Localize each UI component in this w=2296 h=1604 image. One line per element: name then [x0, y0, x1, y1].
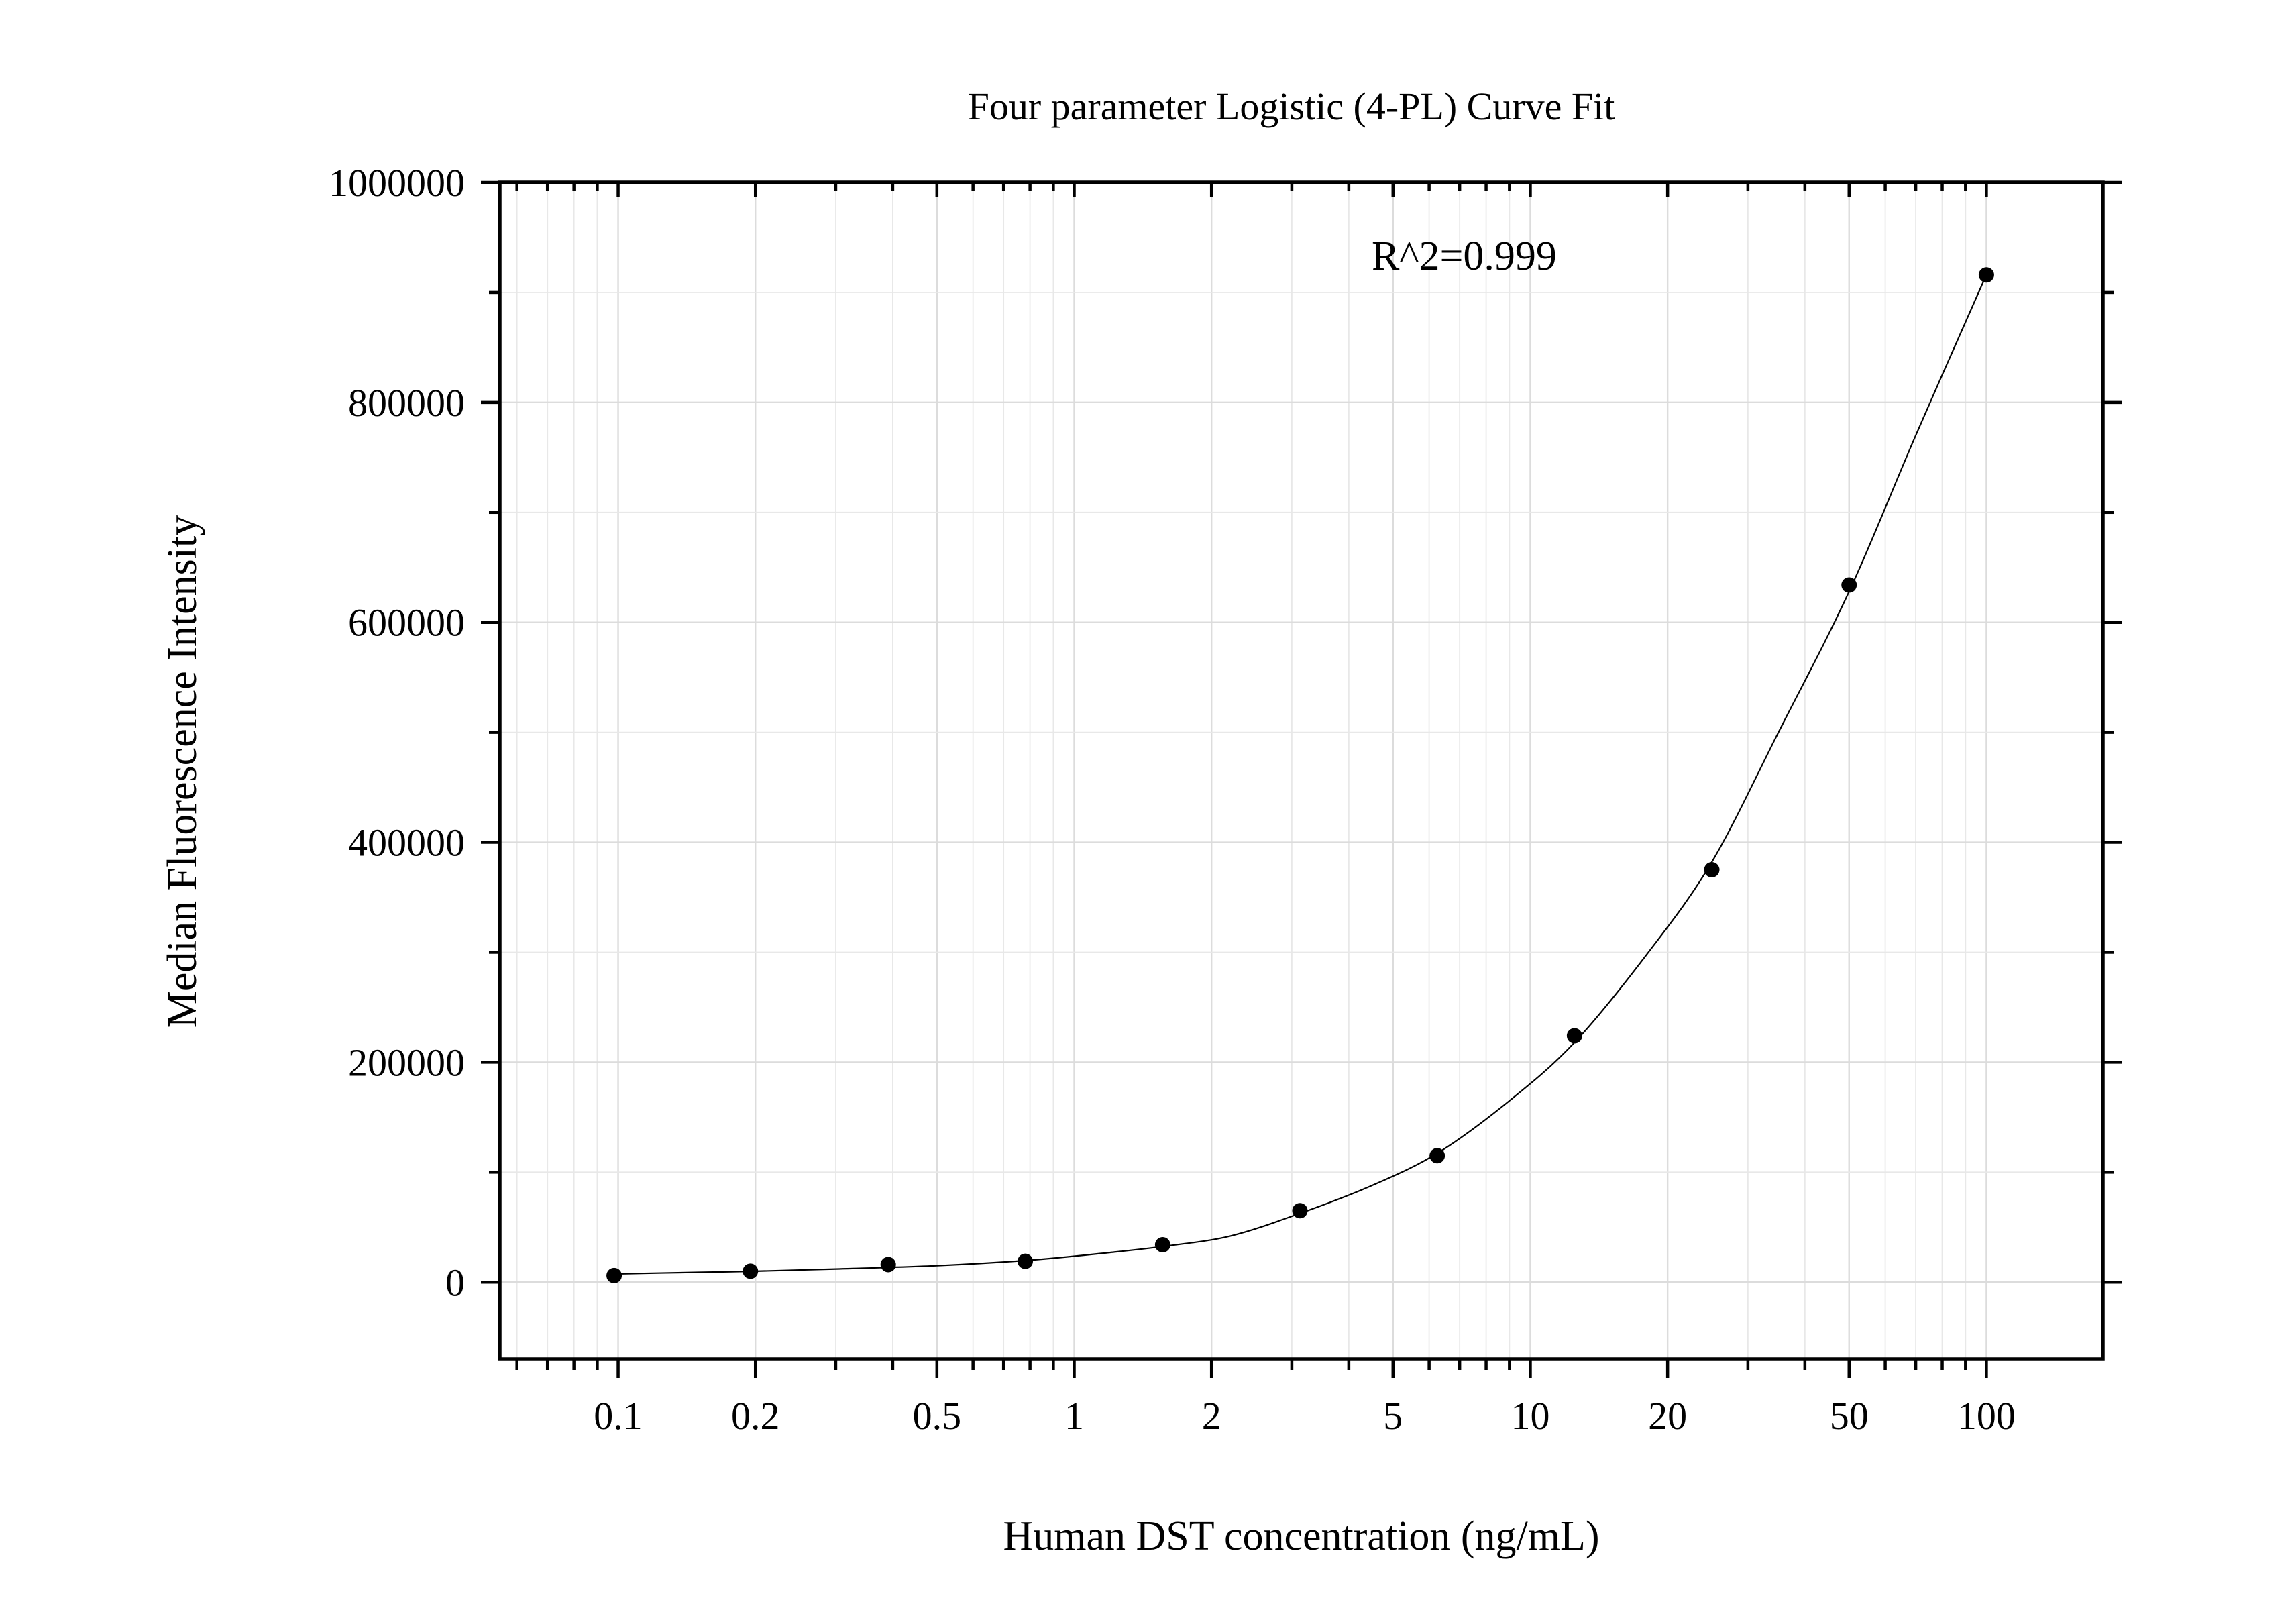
- x-tick-labels: 0.1 0.2 0.5 1 2 5 10 20 50 100: [594, 1394, 2016, 1438]
- x-tick-label: 5: [1383, 1394, 1403, 1438]
- data-point: [1978, 267, 1994, 283]
- plot-frame: [498, 180, 2105, 1361]
- data-point: [1292, 1203, 1308, 1219]
- y-tick-labels: 0 200000 400000 600000 800000 1000000: [329, 161, 465, 1304]
- x-tick-label: 0.5: [913, 1394, 962, 1438]
- chart-title: Four parameter Logistic (4-PL) Curve Fit: [968, 85, 1615, 128]
- data-point: [1018, 1253, 1034, 1269]
- x-tick-label: 20: [1648, 1394, 1687, 1438]
- y-tick-label: 0: [445, 1261, 465, 1304]
- x-tick-label: 10: [1511, 1394, 1549, 1438]
- axis-ticks: [481, 180, 2122, 1378]
- fit-curve-layer: [614, 274, 1987, 1275]
- x-tick-label: 2: [1202, 1394, 1221, 1438]
- y-tick-label: 1000000: [329, 161, 465, 205]
- data-point: [1566, 1028, 1582, 1044]
- x-tick-label: 0.2: [731, 1394, 780, 1438]
- y-axis-label: Median Fluorescence Intensity: [160, 515, 205, 1028]
- data-point: [1154, 1237, 1170, 1253]
- grid-lines: [500, 181, 2103, 1359]
- data-point: [1429, 1148, 1445, 1164]
- y-tick-label: 800000: [348, 381, 465, 425]
- data-point: [1841, 577, 1857, 593]
- y-tick-label: 200000: [348, 1040, 465, 1084]
- x-tick-label: 1: [1064, 1394, 1084, 1438]
- x-axis-label: Human DST concentration (ng/mL): [1003, 1513, 1599, 1559]
- r-squared-annotation: R^2=0.999: [1372, 233, 1557, 279]
- x-tick-label: 100: [1957, 1394, 2016, 1438]
- x-tick-label: 50: [1830, 1394, 1869, 1438]
- data-points: [606, 267, 1994, 1283]
- data-point: [606, 1267, 622, 1283]
- data-point: [1704, 862, 1720, 878]
- y-tick-label: 600000: [348, 601, 465, 645]
- x-tick-label: 0.1: [594, 1394, 643, 1438]
- data-point: [743, 1263, 759, 1279]
- fit-curve-line: [614, 274, 1987, 1275]
- y-tick-label: 400000: [348, 821, 465, 865]
- data-point: [880, 1257, 896, 1273]
